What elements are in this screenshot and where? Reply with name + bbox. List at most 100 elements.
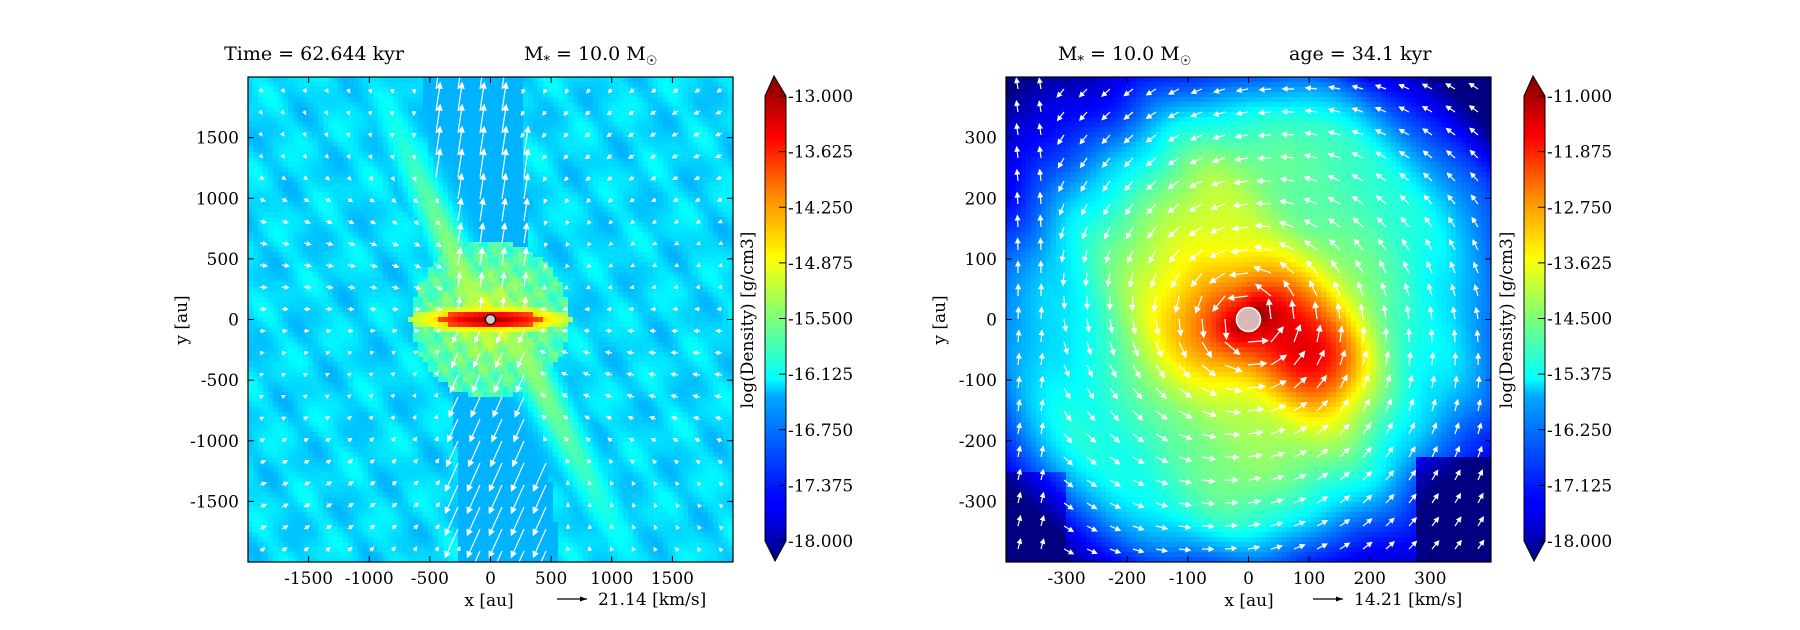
density-cell [573, 142, 579, 148]
density-cell [373, 237, 379, 243]
density-cell [278, 272, 284, 278]
density-cell [728, 297, 733, 303]
density-cell [603, 137, 609, 143]
density-cell [663, 117, 669, 123]
density-cell [278, 312, 284, 318]
density-cell [648, 307, 654, 313]
density-cell [513, 177, 519, 183]
density-cell [283, 137, 289, 143]
density-cell [593, 292, 599, 298]
density-cell [688, 117, 694, 123]
density-cell [668, 77, 674, 83]
density-cell [573, 132, 579, 138]
density-cell [448, 182, 454, 188]
density-cell [618, 152, 624, 158]
density-cell [278, 307, 284, 313]
density-cell [548, 107, 554, 113]
density-cell [293, 242, 299, 248]
density-cell [353, 87, 359, 93]
density-cell [638, 97, 644, 103]
density-cell [548, 172, 554, 178]
density-cell [308, 317, 314, 323]
density-cell [418, 247, 424, 253]
density-cell [473, 132, 479, 138]
density-cell [398, 177, 404, 183]
density-cell [683, 122, 689, 128]
density-cell [668, 307, 674, 313]
density-cell [378, 267, 384, 273]
density-cell [523, 112, 529, 118]
density-cell [638, 322, 644, 328]
density-cell [453, 152, 459, 158]
density-cell [558, 102, 564, 108]
density-cell [528, 132, 534, 138]
density-cell [693, 157, 699, 163]
density-cell [713, 117, 719, 123]
density-cell [343, 127, 349, 133]
density-cell [253, 147, 259, 153]
density-cell [663, 302, 669, 308]
density-cell [528, 272, 534, 278]
density-cell [298, 222, 304, 228]
density-cell [278, 217, 284, 223]
density-cell [568, 262, 574, 268]
density-cell [473, 207, 479, 213]
density-cell [693, 87, 699, 93]
density-cell [248, 332, 254, 338]
density-cell [573, 322, 579, 328]
density-cell [553, 112, 559, 118]
density-cell [678, 267, 684, 273]
density-cell [588, 212, 594, 218]
density-cell [528, 312, 534, 318]
density-cell [268, 177, 274, 183]
density-cell [268, 162, 274, 168]
density-cell [418, 212, 424, 218]
density-cell [658, 137, 664, 143]
density-cell [623, 282, 629, 288]
density-cell [278, 262, 284, 268]
density-cell [508, 152, 514, 158]
density-cell [573, 232, 579, 238]
density-cell [618, 172, 624, 178]
density-cell [553, 287, 559, 293]
density-cell [263, 87, 269, 93]
density-cell [448, 122, 454, 128]
density-cell [473, 317, 479, 323]
density-cell [583, 167, 589, 173]
density-cell [353, 147, 359, 153]
density-cell [363, 227, 369, 233]
density-cell [408, 82, 414, 88]
density-cell [498, 122, 504, 128]
density-cell [623, 212, 629, 218]
density-cell [443, 132, 449, 138]
density-cell [643, 157, 649, 163]
density-cell [448, 162, 454, 168]
density-cell [608, 192, 614, 198]
density-cell [443, 197, 449, 203]
density-cell [633, 182, 639, 188]
density-cell [548, 137, 554, 143]
density-cell [668, 87, 674, 93]
density-cell [623, 102, 629, 108]
density-cell [698, 227, 704, 233]
density-cell [383, 107, 389, 113]
density-cell [573, 217, 579, 223]
density-cell [363, 282, 369, 288]
density-cell [278, 77, 284, 83]
density-cell [418, 77, 424, 83]
density-cell [723, 262, 729, 268]
density-cell [623, 152, 629, 158]
density-cell [403, 222, 409, 228]
density-cell [438, 122, 444, 128]
density-cell [373, 312, 379, 318]
density-cell [633, 242, 639, 248]
density-cell [718, 102, 724, 108]
density-cell [428, 167, 434, 173]
density-cell [493, 262, 499, 268]
density-cell [633, 207, 639, 213]
density-cell [528, 162, 534, 168]
density-cell [673, 202, 679, 208]
density-cell [393, 202, 399, 208]
density-cell [303, 182, 309, 188]
density-cell [653, 127, 659, 133]
